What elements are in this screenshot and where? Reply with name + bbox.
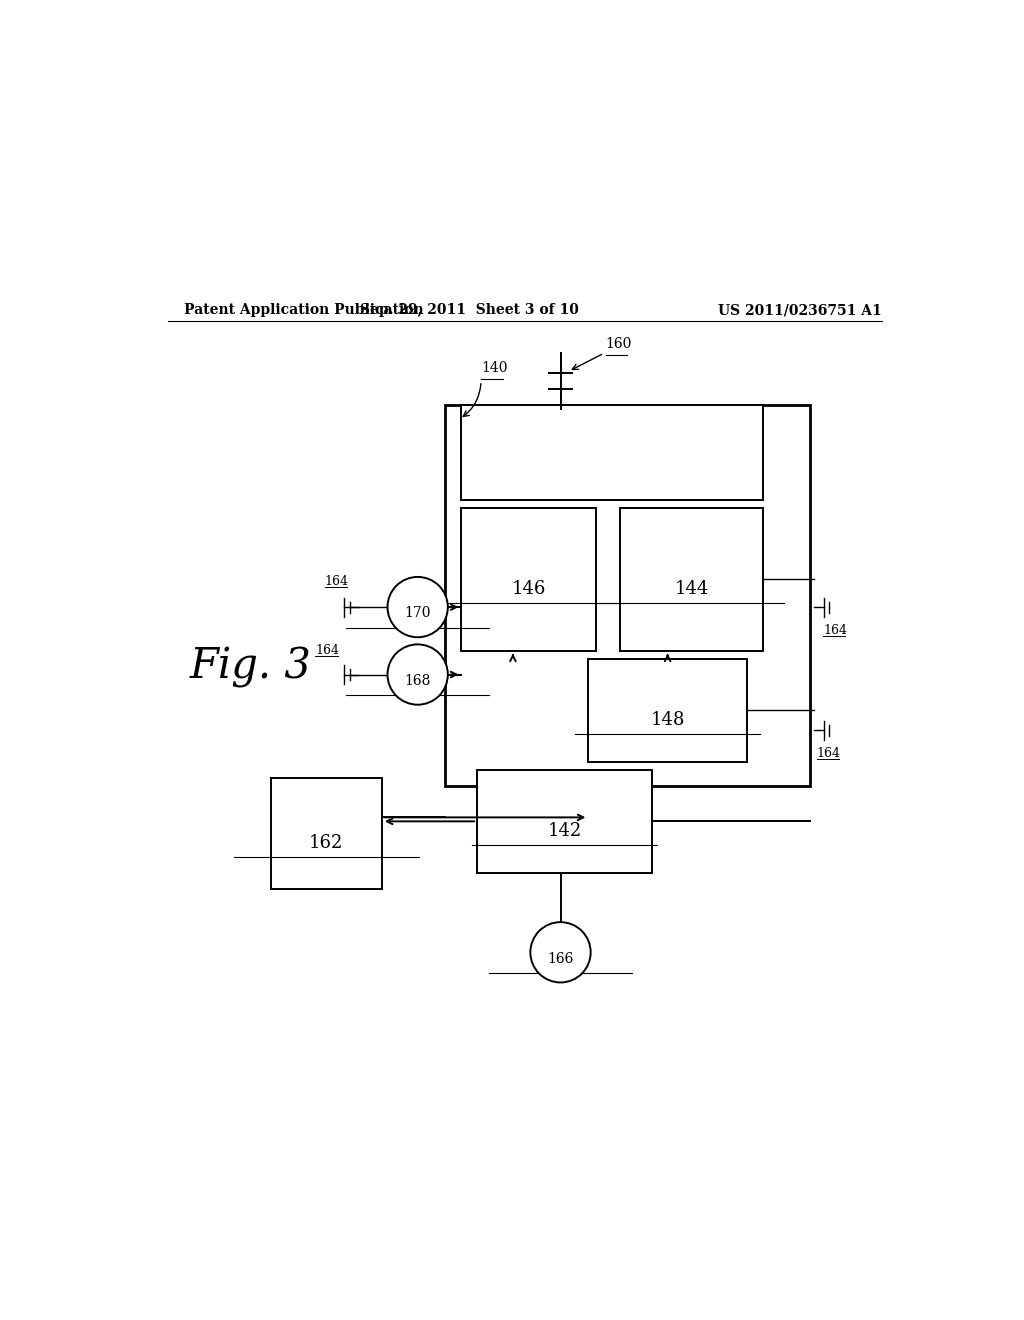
Bar xyxy=(461,508,596,651)
Text: 164: 164 xyxy=(325,576,349,589)
Text: 140: 140 xyxy=(481,360,508,375)
Bar xyxy=(445,405,811,785)
Circle shape xyxy=(530,923,591,982)
Text: Patent Application Publication: Patent Application Publication xyxy=(183,304,423,317)
Circle shape xyxy=(387,644,447,705)
Bar xyxy=(620,508,763,651)
Text: 148: 148 xyxy=(650,710,685,729)
Text: Sep. 29, 2011  Sheet 3 of 10: Sep. 29, 2011 Sheet 3 of 10 xyxy=(359,304,579,317)
Text: 144: 144 xyxy=(675,579,709,598)
Bar xyxy=(270,777,382,888)
Text: 162: 162 xyxy=(309,834,344,851)
Bar xyxy=(588,659,748,762)
Text: 164: 164 xyxy=(315,644,339,657)
Text: 170: 170 xyxy=(404,606,431,620)
Text: 168: 168 xyxy=(404,675,431,688)
Text: 164: 164 xyxy=(817,747,841,760)
Text: 160: 160 xyxy=(606,337,632,351)
Text: Fig. 3: Fig. 3 xyxy=(190,645,312,688)
Text: 142: 142 xyxy=(548,822,582,840)
Bar xyxy=(461,405,763,500)
Text: US 2011/0236751 A1: US 2011/0236751 A1 xyxy=(718,304,882,317)
Text: 146: 146 xyxy=(512,579,546,598)
Circle shape xyxy=(387,577,447,638)
Text: 166: 166 xyxy=(547,952,573,966)
Bar xyxy=(477,770,652,873)
Text: 164: 164 xyxy=(823,624,847,638)
